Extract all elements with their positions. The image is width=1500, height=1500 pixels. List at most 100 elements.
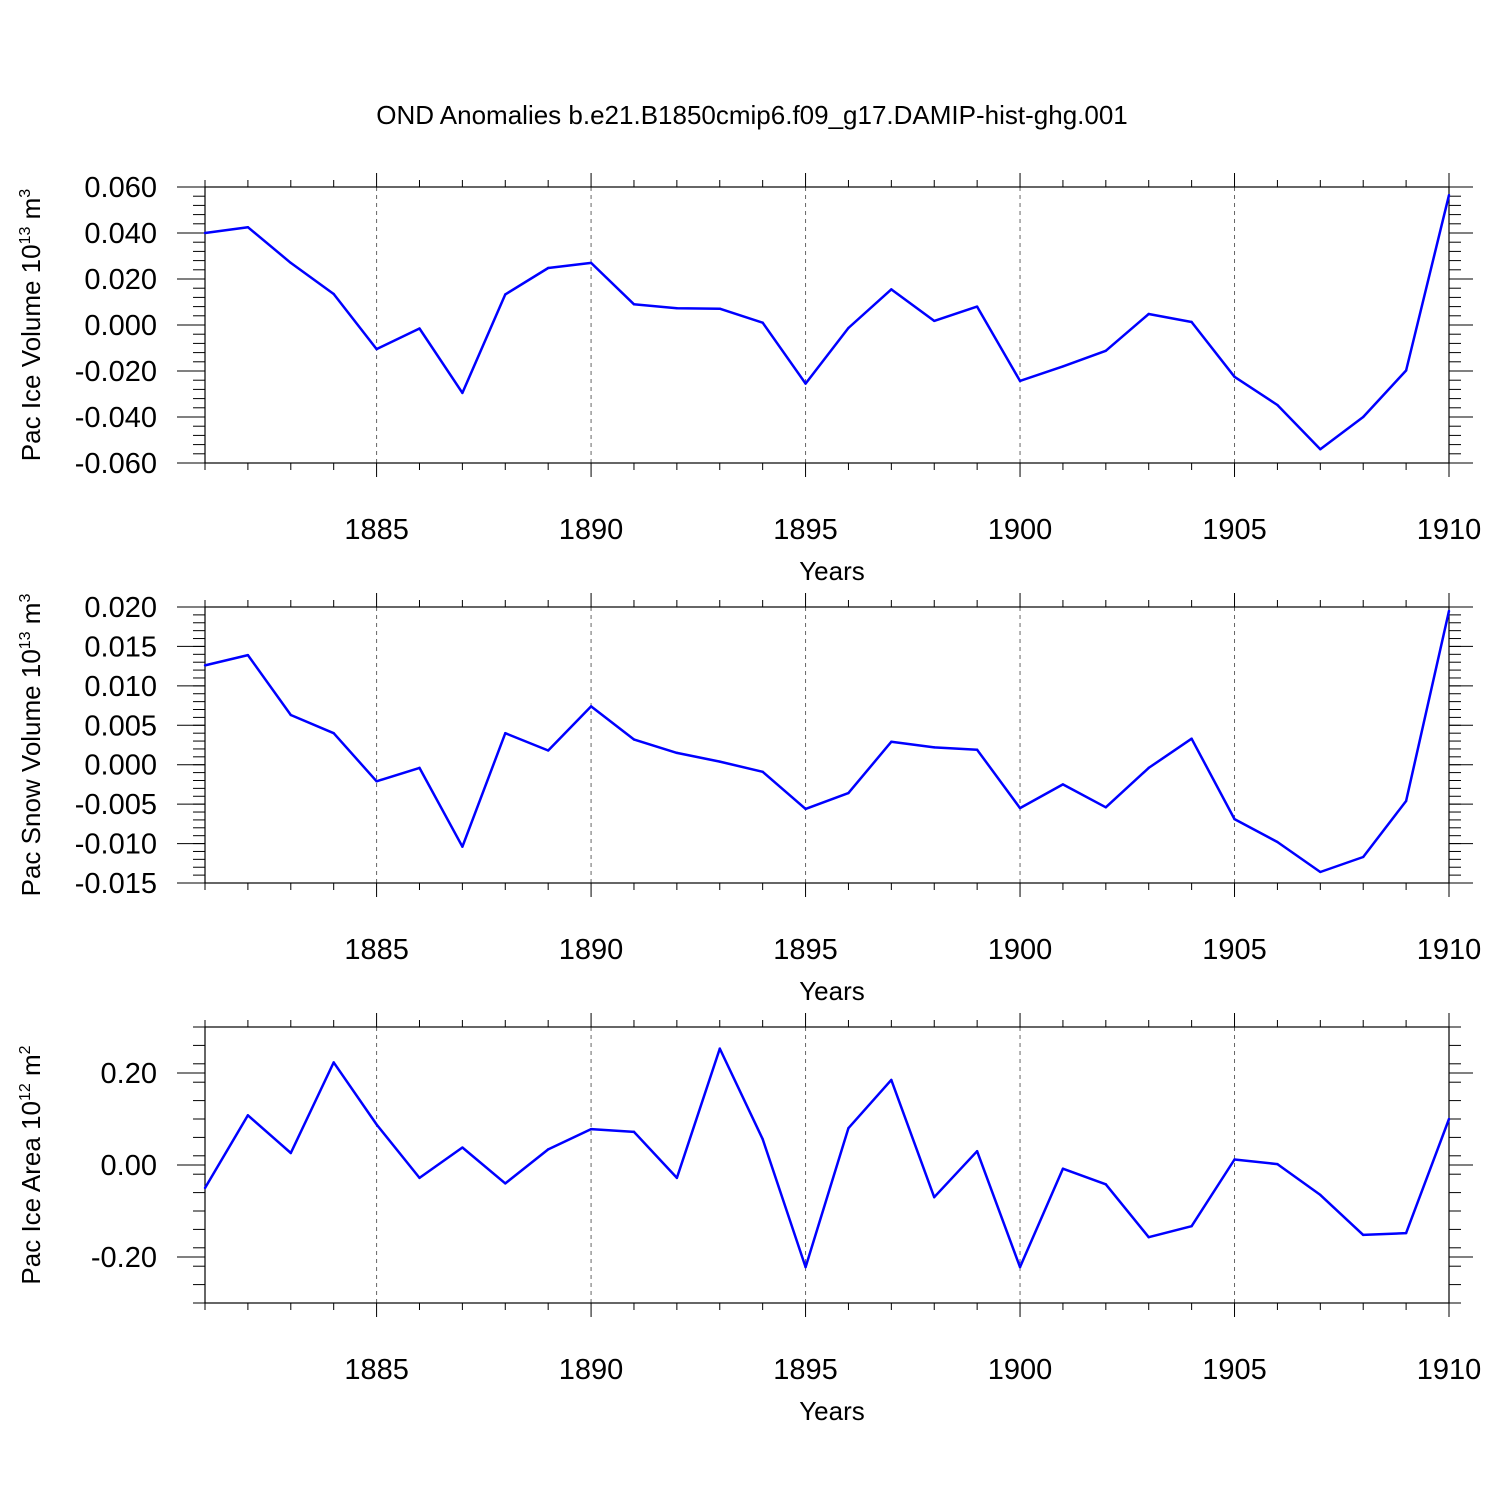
series-line	[204, 610, 1451, 874]
y-axis-label-superscript: 12	[17, 1083, 34, 1101]
data-point	[1276, 840, 1279, 844]
data-point	[890, 288, 893, 291]
x-tick-label: 1900	[988, 1354, 1053, 1386]
x-axis-label: Years	[799, 976, 865, 1006]
x-tick-label: 1885	[344, 1354, 409, 1386]
x-tick-label: 1885	[344, 514, 409, 546]
x-tick-label: 1905	[1202, 934, 1267, 966]
y-axis-label: Pac Ice Area 1012 m2	[16, 1045, 46, 1284]
data-point	[461, 1146, 464, 1149]
y-tick-label: 0.040	[84, 218, 157, 250]
data-point	[632, 303, 636, 306]
y-tick-label: 0.060	[84, 172, 157, 204]
data-point	[804, 382, 807, 385]
data-point	[1319, 870, 1322, 874]
data-point	[1319, 448, 1322, 451]
data-point	[289, 261, 292, 265]
data-point	[246, 226, 250, 229]
y-tick-label: 0.020	[84, 264, 157, 296]
data-point	[1018, 379, 1022, 383]
data-point	[203, 1186, 207, 1190]
data-point	[418, 1176, 421, 1180]
y-axis-label-text: Pac Ice Area 10	[16, 1101, 46, 1285]
y-axis-label-superscript: 3	[17, 189, 34, 198]
x-tick-label: 1895	[773, 934, 838, 966]
data-point	[504, 731, 507, 735]
y-axis-label: Pac Snow Volume 1013 m3	[16, 594, 46, 897]
y-tick-label: 0.005	[84, 710, 157, 742]
y-axis-label-text: Pac Ice Volume 10	[16, 244, 46, 461]
y-tick-label: 0.000	[84, 750, 157, 782]
data-point	[1233, 817, 1236, 821]
y-axis-label-text: m	[16, 198, 46, 227]
data-point	[1404, 799, 1408, 803]
data-point	[203, 231, 207, 235]
data-point	[1276, 1162, 1279, 1166]
data-point	[203, 664, 207, 667]
y-tick-label: -0.005	[75, 789, 157, 821]
data-point	[504, 293, 507, 296]
data-point	[1104, 349, 1108, 352]
plot-frame	[204, 186, 1450, 464]
y-axis-label: Pac Ice Volume 1013 m3	[16, 189, 46, 462]
x-tick-label: 1905	[1202, 514, 1267, 546]
y-tick-label: -0.060	[75, 448, 157, 480]
series-line	[203, 1047, 1451, 1269]
y-tick-label: -0.010	[75, 829, 157, 861]
data-point	[804, 1265, 807, 1269]
data-point	[675, 751, 679, 755]
data-point	[375, 347, 378, 351]
data-point	[1147, 1236, 1150, 1239]
y-tick-label: -0.015	[75, 868, 157, 900]
y-tick-label: 0.000	[84, 310, 157, 342]
x-tick-label: 1900	[988, 934, 1053, 966]
plot-frame	[204, 1026, 1450, 1304]
data-point	[1018, 1265, 1022, 1269]
x-tick-label: 1910	[1417, 934, 1482, 966]
y-tick-label: -0.040	[75, 402, 157, 434]
data-point	[1190, 1224, 1193, 1228]
data-point	[1362, 1233, 1365, 1237]
data-point	[890, 1078, 893, 1082]
data-point	[375, 1123, 378, 1126]
panel-2: 0.020 0.015 0.010 0.005 0.000 -0.005 -0.010 -0.…	[16, 592, 1481, 1006]
data-point	[246, 653, 250, 657]
y-axis-label-superscript: 13	[17, 226, 34, 244]
data-point	[933, 319, 936, 323]
x-tick-label: 1910	[1417, 514, 1482, 546]
y-tick-label: 0.00	[101, 1150, 157, 1182]
y-axis-label-superscript: 3	[17, 594, 34, 603]
data-point	[1018, 806, 1022, 810]
plot-frame	[204, 606, 1450, 884]
data-point	[332, 1061, 335, 1064]
y-tick-label: -0.20	[91, 1242, 157, 1274]
data-point	[761, 770, 764, 774]
data-point	[418, 766, 421, 770]
data-point	[847, 791, 850, 795]
data-point	[675, 1176, 679, 1180]
data-point	[804, 807, 807, 811]
y-axis-label-text: m	[16, 1054, 46, 1083]
data-point	[504, 1182, 507, 1185]
data-point	[418, 327, 421, 330]
panel-3: 0.20 0.00 -0.20 1885 1890 1895 1900 1905 1910 Yea…	[16, 1013, 1481, 1426]
data-point	[975, 1150, 979, 1153]
x-tick-label: 1895	[773, 1354, 838, 1386]
data-point	[1104, 806, 1108, 809]
data-point	[847, 1127, 850, 1130]
data-point	[589, 1127, 593, 1131]
y-axis-label-superscript: 2	[17, 1045, 34, 1054]
x-tick-label: 1905	[1202, 1354, 1267, 1386]
data-point	[933, 1196, 936, 1199]
x-tick-label: 1890	[559, 1354, 624, 1386]
x-tick-label: 1890	[559, 934, 624, 966]
panel-1: 0.060 0.040 0.020 0.000 -0.020 -0.040 -0.060 18…	[16, 172, 1481, 586]
data-point	[975, 748, 979, 751]
data-point	[1061, 783, 1065, 786]
data-point	[1319, 1193, 1322, 1197]
data-point	[589, 261, 593, 265]
data-point	[1404, 369, 1408, 372]
data-point	[546, 749, 550, 752]
data-point	[761, 1138, 764, 1141]
data-point	[1362, 415, 1365, 419]
